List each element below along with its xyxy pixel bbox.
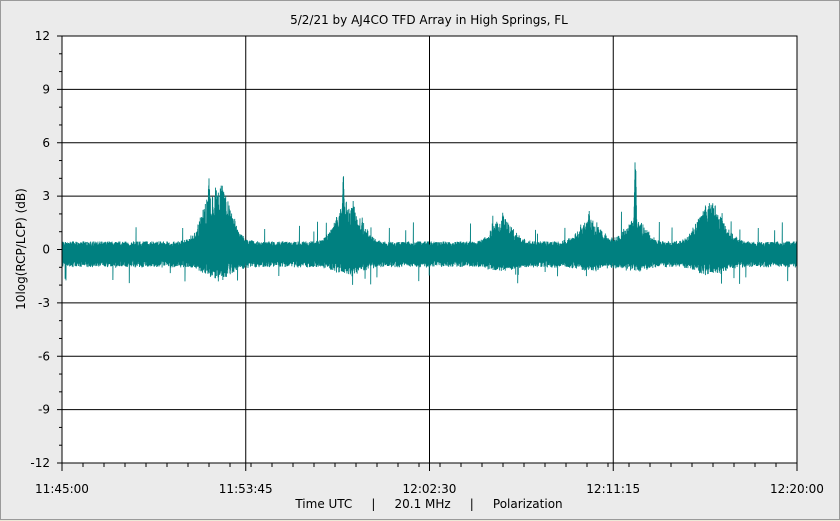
series-line-polarization	[61, 162, 798, 285]
x-tick-label: 11:53:45	[219, 482, 273, 496]
x-axis: 11:45:00 11:53:45 12:02:30 12:11:15 12:20:00	[35, 463, 824, 496]
chart-title: 5/2/21 by AJ4CO TFD Array in High Spring…	[290, 13, 568, 27]
x-tick-label: 12:20:00	[770, 482, 824, 496]
y-tick-label: 6	[42, 136, 50, 150]
x-tick-label: 12:11:15	[586, 482, 640, 496]
y-tick-label: 9	[42, 82, 50, 96]
y-axis-label: 10log(RCP/LCP) (dB)	[14, 188, 28, 310]
y-tick-label: -12	[30, 456, 50, 470]
y-tick-label: 3	[42, 189, 50, 203]
x-tick-label: 12:02:30	[403, 482, 457, 496]
y-tick-label: 12	[35, 29, 50, 43]
y-tick-label: -9	[38, 403, 50, 417]
y-tick-label: 0	[42, 243, 50, 257]
y-tick-label: -3	[38, 296, 50, 310]
x-axis-label: Time UTC | 20.1 MHz | Polarization	[294, 497, 562, 511]
y-axis: 12 9 6 3 0 -3 -6 -9 -12	[30, 29, 62, 470]
x-tick-label: 11:45:00	[35, 482, 89, 496]
y-tick-label: -6	[38, 349, 50, 363]
